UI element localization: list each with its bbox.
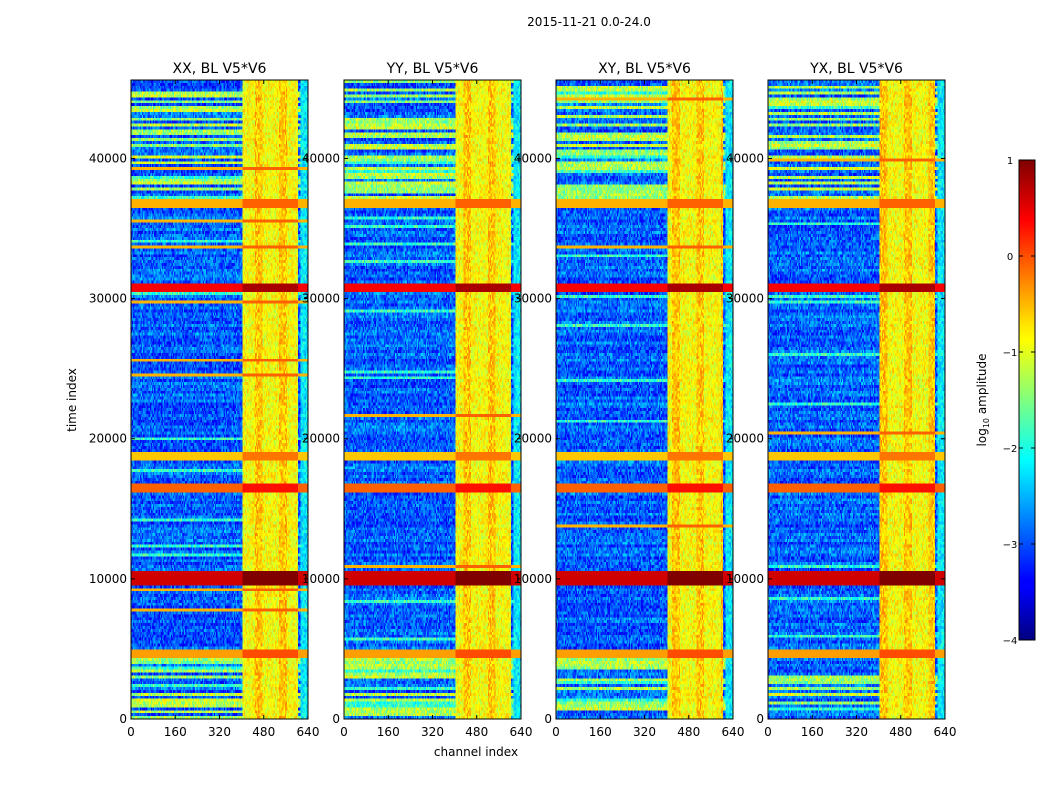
heatmap-image: [131, 80, 308, 719]
figure-suptitle: 2015-11-21 0.0-24.0: [527, 15, 651, 29]
heatmap-panel: YX, BL V5*V6 0 160 320 480 640 0 10000 20000 3000…: [726, 61, 957, 739]
y-tick-label: 40000: [302, 151, 340, 165]
colorbar: 1 0 −1 −2 −3 −4 log10 amplitude: [975, 156, 1036, 647]
x-tick-label: 640: [722, 725, 745, 739]
y-tick-label: 10000: [89, 572, 127, 586]
x-tick-label: 480: [889, 725, 912, 739]
colorbar-tick-label: −4: [1003, 636, 1018, 647]
colorbar-label: log10 amplitude: [975, 354, 991, 447]
colorbar-tick-label: −3: [1003, 540, 1018, 551]
y-axis-label: time index: [65, 368, 79, 432]
heatmap-panel: XX, BL V5*V6 0 160 320 480 640 0 10000 20000 3000…: [89, 61, 320, 739]
y-tick-label: 30000: [302, 292, 340, 306]
y-tick-label: 0: [756, 712, 764, 726]
y-tick-label: 10000: [514, 572, 552, 586]
panel-title: YY, BL V5*V6: [386, 61, 479, 77]
x-tick-label: 640: [510, 725, 533, 739]
panel-title: XY, BL V5*V6: [598, 61, 691, 77]
x-tick-label: 160: [377, 725, 400, 739]
x-tick-label: 640: [297, 725, 320, 739]
y-tick-label: 0: [544, 712, 552, 726]
y-tick-label: 30000: [89, 292, 127, 306]
x-tick-label: 480: [252, 725, 275, 739]
x-tick-label: 480: [677, 725, 700, 739]
x-tick-label: 160: [164, 725, 187, 739]
x-tick-label: 160: [589, 725, 612, 739]
y-tick-label: 30000: [514, 292, 552, 306]
colorbar-gradient: [1018, 159, 1036, 641]
x-tick-label: 0: [552, 725, 560, 739]
y-tick-label: 10000: [726, 572, 764, 586]
y-tick-label: 0: [332, 712, 340, 726]
y-tick-label: 20000: [89, 432, 127, 446]
heatmap-image: [344, 80, 521, 719]
panel-title: YX, BL V5*V6: [809, 61, 903, 77]
y-tick-label: 20000: [302, 432, 340, 446]
colorbar-tick-label: −1: [1003, 348, 1018, 359]
y-tick-label: 10000: [302, 572, 340, 586]
y-tick-label: 20000: [726, 432, 764, 446]
x-tick-label: 640: [934, 725, 957, 739]
x-tick-label: 0: [764, 725, 772, 739]
heatmap-panel: YY, BL V5*V6 0 160 320 480 640 0 10000 20000 3000…: [302, 61, 533, 739]
y-tick-label: 0: [119, 712, 127, 726]
heatmap-panels: XX, BL V5*V6 0 160 320 480 640 0 10000 20000 3000…: [89, 61, 957, 739]
x-tick-label: 320: [845, 725, 868, 739]
panel-title: XX, BL V5*V6: [173, 61, 267, 77]
x-axis-label: channel index: [434, 745, 518, 759]
y-tick-label: 20000: [514, 432, 552, 446]
y-tick-label: 30000: [726, 292, 764, 306]
x-tick-label: 0: [340, 725, 348, 739]
heatmap-panel: XY, BL V5*V6 0 160 320 480 640 0 10000 20000 3000…: [514, 61, 745, 739]
colorbar-tick-label: 1: [1007, 156, 1013, 167]
x-tick-label: 320: [421, 725, 444, 739]
heatmap-image: [768, 80, 945, 719]
x-tick-label: 160: [801, 725, 824, 739]
colorbar-tick-label: −2: [1003, 444, 1018, 455]
colorbar-tick-label: 0: [1007, 252, 1013, 263]
x-tick-label: 480: [465, 725, 488, 739]
x-tick-label: 320: [208, 725, 231, 739]
y-tick-label: 40000: [726, 151, 764, 165]
heatmap-image: [556, 80, 733, 719]
x-tick-label: 320: [633, 725, 656, 739]
y-tick-label: 40000: [514, 151, 552, 165]
y-tick-label: 40000: [89, 151, 127, 165]
x-tick-label: 0: [127, 725, 135, 739]
